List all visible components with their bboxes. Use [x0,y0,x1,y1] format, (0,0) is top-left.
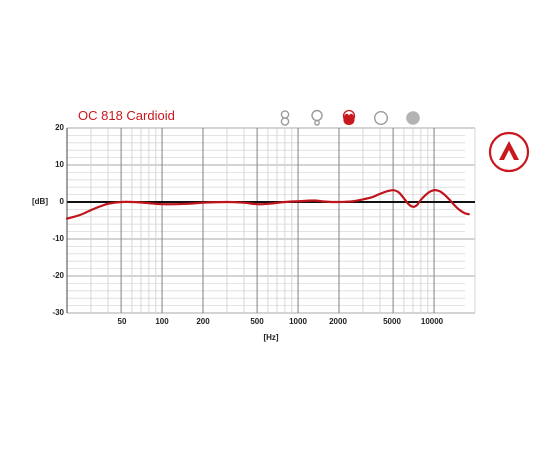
y-tick-label-20: 20 [55,123,64,132]
x-tick-label-50: 50 [117,317,127,326]
brand-logo [488,131,530,173]
omni-filled-icon[interactable] [404,109,422,127]
figure-8-icon[interactable] [276,109,294,127]
x-tick-label-5000: 5000 [383,317,401,326]
x-tick-label-500: 500 [250,317,264,326]
hypercardioid-icon[interactable] [308,109,326,127]
polar-pattern-icons [276,109,426,127]
omni-icon[interactable] [372,109,390,127]
x-tick-label-1000: 1000 [289,317,307,326]
y-tick-label-minus10: -10 [52,234,64,243]
x-tick-label-200: 200 [196,317,210,326]
response-curve [65,189,470,220]
x-tick-label-10000: 10000 [420,317,444,326]
y-tick-label-minus30: -30 [52,308,64,317]
chart-title: OC 818 Cardioid [78,108,175,123]
x-axis-label: [Hz] [263,333,279,342]
y-tick-label-0: 0 [59,197,64,206]
grid [66,127,476,314]
x-tick-label-2000: 2000 [329,317,347,326]
y-tick-label-minus20: -20 [52,271,64,280]
y-tick-label-10: 10 [55,160,64,169]
y-axis-label: [dB] [32,197,48,206]
cardioid-icon[interactable] [340,109,358,127]
x-tick-label-100: 100 [155,317,169,326]
